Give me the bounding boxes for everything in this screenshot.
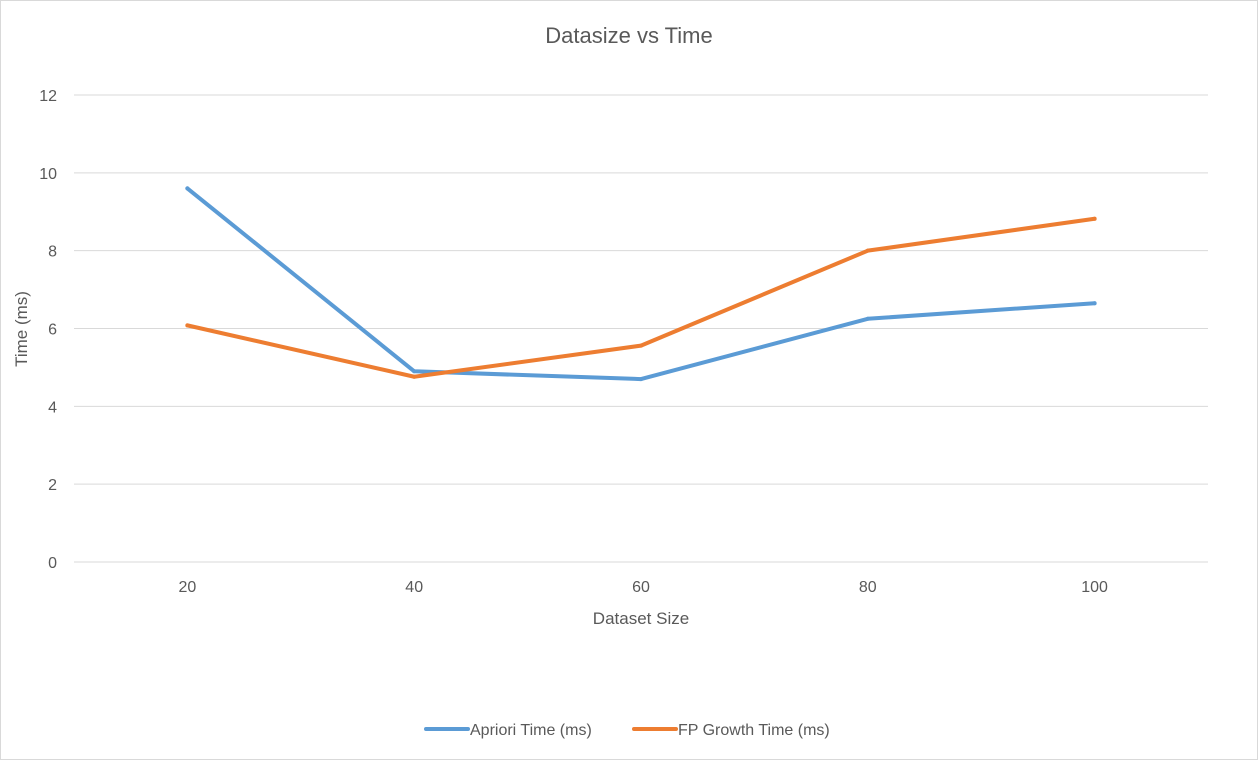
data-point — [639, 343, 643, 348]
y-tick-label: 10 — [39, 166, 57, 183]
data-point — [412, 369, 417, 374]
y-tick-label: 8 — [48, 244, 57, 261]
x-tick-label: 100 — [1081, 579, 1108, 596]
x-tick-label: 80 — [859, 579, 877, 596]
data-point — [185, 323, 190, 328]
data-point — [865, 316, 870, 321]
legend-item: Apriori Time (ms) — [424, 722, 592, 739]
chart-title: Datasize vs Time — [545, 23, 713, 48]
x-tick-label: 20 — [179, 579, 197, 596]
gridlines — [74, 94, 1208, 563]
y-tick-label: 6 — [48, 322, 57, 339]
x-tick-label: 40 — [405, 579, 423, 596]
y-axis-ticks: 0 2 4 6 8 10 12 — [39, 88, 57, 572]
x-axis-ticks: 20 40 60 80 100 — [179, 579, 1109, 596]
data-point — [185, 186, 190, 191]
y-tick-label: 12 — [39, 88, 57, 105]
x-axis-title: Dataset Size — [593, 609, 689, 628]
data-point — [1092, 216, 1097, 221]
data-point — [1092, 301, 1097, 306]
y-tick-label: 0 — [48, 555, 57, 572]
legend-item: FP Growth Time (ms) — [632, 722, 830, 739]
data-point — [865, 248, 870, 253]
y-tick-label: 4 — [48, 399, 57, 416]
x-tick-label: 60 — [632, 579, 650, 596]
data-point — [412, 374, 417, 379]
legend-label: FP Growth Time (ms) — [678, 722, 830, 739]
y-tick-label: 2 — [48, 477, 57, 494]
legend: Apriori Time (ms) FP Growth Time (ms) — [424, 722, 830, 739]
y-axis-title: Time (ms) — [12, 291, 31, 367]
data-point — [639, 377, 643, 382]
legend-label: Apriori Time (ms) — [470, 722, 592, 739]
series-line-1 — [185, 186, 1097, 382]
series-lines — [185, 186, 1097, 382]
